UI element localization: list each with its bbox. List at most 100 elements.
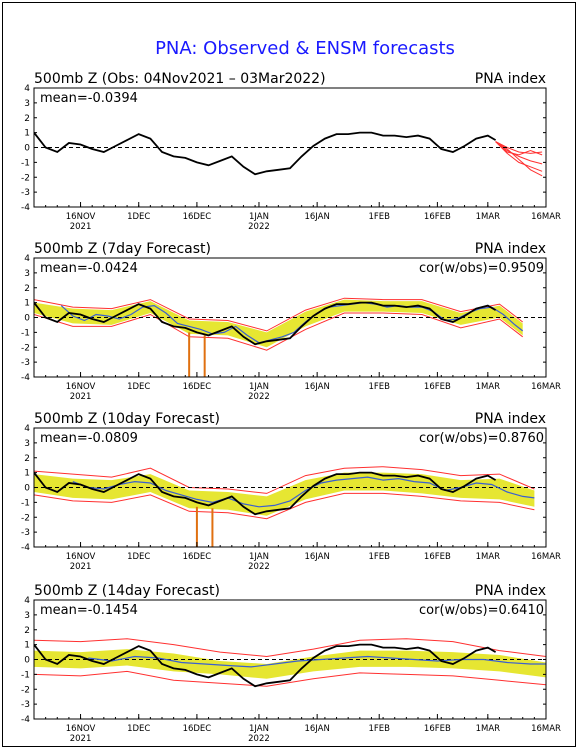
member-line-1: [34, 297, 524, 332]
member-line-2: [34, 670, 546, 687]
x-tick-label: 16NOV: [66, 382, 96, 392]
x-tick-year: 2022: [248, 392, 270, 402]
stat-mean: mean=-0.0809: [40, 431, 138, 446]
x-tick-label: 16FEB: [424, 724, 451, 734]
y-tick-label: 4: [24, 84, 30, 94]
x-tick-label: 16FEB: [424, 212, 451, 222]
y-tick-label: 0: [24, 656, 30, 666]
x-tick-label: 1MAR: [476, 382, 501, 392]
member-line-2: [495, 141, 543, 154]
x-tick-year: 2021: [70, 392, 92, 402]
y-tick-label: 0: [24, 484, 30, 494]
y-tick-label: -3: [21, 188, 30, 198]
member-line-2: [34, 312, 524, 351]
panel-index-label: PNA index: [475, 241, 546, 257]
x-tick-year: 2021: [70, 734, 92, 744]
panel-1: 500mb Z (Obs: 04Nov2021 – 03Mar2022) PNA …: [21, 71, 561, 232]
y-tick-label: 1: [24, 129, 30, 139]
panel-title: 500mb Z (14day Forecast): [34, 583, 220, 599]
panel-3: 500mb Z (10day Forecast) PNA index mean=-0…: [21, 411, 561, 572]
panel-index-label: PNA index: [475, 71, 546, 87]
y-tick-label: 2: [24, 114, 30, 124]
x-tick-year: 2021: [70, 222, 92, 232]
plot-area: [34, 131, 546, 177]
forecast-mean-line: [88, 655, 546, 668]
x-tick-label: 16MAR: [531, 724, 561, 734]
y-tick-label: 4: [24, 254, 30, 264]
panel-title: 500mb Z (10day Forecast): [34, 411, 220, 427]
y-tick-label: -4: [21, 715, 30, 725]
plot-area: [34, 638, 546, 688]
y-tick-label: 4: [24, 596, 30, 606]
spread-band: [34, 299, 523, 348]
y-tick-label: -2: [21, 685, 30, 695]
observed-line: [34, 131, 497, 176]
y-tick-label: -1: [21, 498, 30, 508]
panel-title: 500mb Z (7day Forecast): [34, 241, 211, 257]
panel-index-label: PNA index: [475, 411, 546, 427]
y-tick-label: -1: [21, 670, 30, 680]
x-tick-label: 16DEC: [183, 382, 212, 392]
x-tick-label: 1FEB: [368, 382, 390, 392]
y-tick-label: -3: [21, 700, 30, 710]
y-tick-label: -4: [21, 543, 30, 553]
x-tick-label: 16MAR: [531, 212, 561, 222]
x-tick-label: 16JAN: [304, 382, 329, 392]
observed-line: [34, 643, 497, 688]
stat-mean: mean=-0.0394: [40, 91, 138, 106]
y-tick-label: -4: [21, 373, 30, 383]
y-tick-label: 1: [24, 641, 30, 651]
y-tick-label: 2: [24, 626, 30, 636]
x-tick-label: 1DEC: [127, 552, 150, 562]
y-tick-label: 2: [24, 454, 30, 464]
stat-correlation: cor(w/obs)=0.8760: [419, 431, 544, 446]
figure-title: PNA: Observed & ENSM forecasts: [155, 38, 455, 59]
stat-correlation: cor(w/obs)=0.9509: [419, 261, 544, 276]
y-tick-label: -2: [21, 343, 30, 353]
x-tick-label: 1FEB: [368, 212, 390, 222]
x-tick-label: 1FEB: [368, 724, 390, 734]
member-line-1: [34, 638, 546, 658]
x-tick-label: 16MAR: [531, 552, 561, 562]
x-tick-year: 2022: [248, 734, 270, 744]
y-tick-label: -2: [21, 513, 30, 523]
forecast-mean-line: [60, 301, 524, 344]
x-tick-label: 16JAN: [304, 212, 329, 222]
panel-2: 500mb Z (7day Forecast) PNA index mean=-0.…: [21, 241, 561, 402]
x-tick-label: 16FEB: [424, 552, 451, 562]
y-tick-label: 2: [24, 284, 30, 294]
y-tick-label: 3: [24, 269, 30, 279]
plot-area: [34, 297, 546, 377]
y-tick-label: 4: [24, 424, 30, 434]
member-line-5: [495, 141, 543, 156]
y-tick-label: -3: [21, 528, 30, 538]
x-tick-label: 1JAN: [249, 212, 269, 222]
x-tick-label: 1JAN: [249, 724, 269, 734]
member-line-2: [34, 492, 535, 520]
y-tick-label: 1: [24, 299, 30, 309]
y-tick-label: -1: [21, 158, 30, 168]
x-tick-label: 16NOV: [66, 552, 96, 562]
y-tick-label: -1: [21, 328, 30, 338]
y-tick-label: 0: [24, 144, 30, 154]
x-tick-label: 1DEC: [127, 724, 150, 734]
x-tick-label: 16JAN: [304, 552, 329, 562]
x-tick-label: 16NOV: [66, 212, 96, 222]
y-tick-label: -4: [21, 203, 30, 213]
x-tick-label: 16FEB: [424, 382, 451, 392]
stat-correlation: cor(w/obs)=0.6410: [419, 603, 544, 618]
member-line-1: [34, 466, 535, 494]
stat-mean: mean=-0.0424: [40, 261, 138, 276]
observed-line: [34, 301, 497, 346]
y-tick-label: -3: [21, 358, 30, 368]
x-tick-label: 1MAR: [476, 552, 501, 562]
y-tick-label: 1: [24, 469, 30, 479]
x-tick-label: 1MAR: [476, 212, 501, 222]
y-tick-label: -2: [21, 173, 30, 183]
observed-line: [34, 471, 497, 516]
x-tick-label: 16NOV: [66, 724, 96, 734]
panel-index-label: PNA index: [475, 583, 546, 599]
y-tick-label: 3: [24, 99, 30, 109]
plot-area: [34, 466, 546, 547]
